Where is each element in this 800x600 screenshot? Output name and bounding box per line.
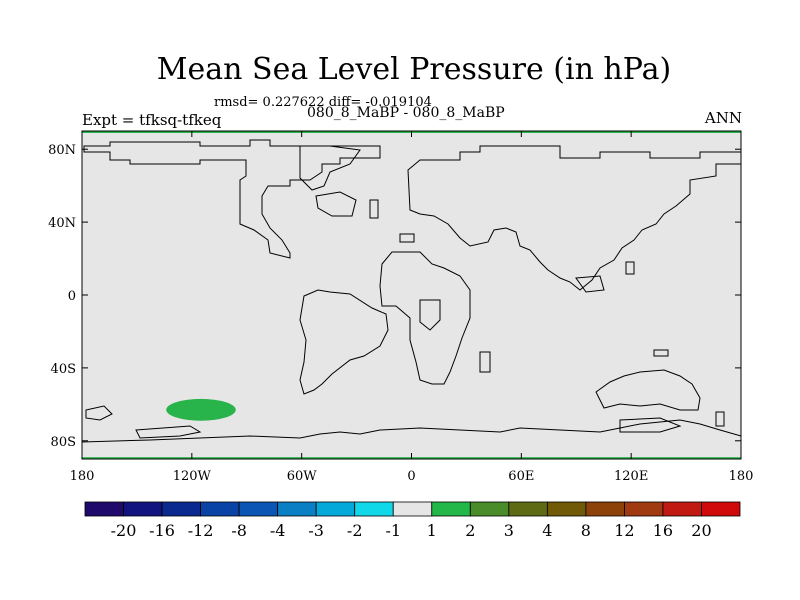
coastline-antarctica [81,419,742,443]
colorbar-swatch [123,501,163,517]
coastline-caspian [399,233,415,243]
y-tick-label: 80N [48,143,76,158]
coastline-north-sea [315,191,357,217]
x-tick-label: 120W [173,469,212,484]
coastline-eurasia [407,145,742,291]
colorbar-swatch [238,501,279,517]
coastline-sub-antarctic-island [85,405,113,421]
x-tick-label: 60E [508,469,534,484]
axis-layer: 180 120W 60W 0 60E 120E 180 80N 40N 0 40S 80S [48,131,753,484]
colorbar-swatch [701,501,741,517]
coastlines [81,139,742,443]
colorbar-swatch [392,501,433,517]
colorbar-swatch [277,501,317,517]
south-pacific-positive-anomaly [166,398,236,421]
x-tick-label: 180 [729,469,754,484]
season-label: ANN [704,109,742,127]
coastline-madagascar [479,351,491,373]
chart-title: Mean Sea Level Pressure (in hPa) [156,52,672,87]
y-tick-label: 80S [51,435,76,450]
coastline-se-asia [575,275,605,293]
colorbar-label: -4 [270,521,286,540]
colorbar: -20 -16 -12 -8 -4 -3 -2 -1 1 2 3 4 8 12 16 20 [84,501,741,540]
y-tick-label: 0 [68,289,76,304]
coastline-arabia [419,299,441,331]
colorbar-swatch [431,501,471,517]
colorbar-label: 16 [653,521,673,540]
colorbar-swatch [585,501,625,517]
colorbar-swatch [200,501,240,517]
colorbar-swatch [315,501,356,517]
colorbar-swatch [354,501,394,517]
colorbar-swatch [469,501,510,517]
colorbar-label: 1 [427,521,437,540]
y-tick-label: 40N [48,216,76,231]
colorbar-label: -20 [111,521,137,540]
colorbar-swatch [508,501,548,517]
coastline-new-zealand [653,349,669,357]
colorbar-swatch [161,501,201,517]
colorbar-swatch [84,501,124,517]
coastline-africa [379,251,471,385]
colorbar-label: 3 [504,521,514,540]
colorbar-label: 20 [691,521,711,540]
coastline-antarctic-shelf-east [619,417,682,433]
colorbar-label: 12 [614,521,634,540]
colorbar-swatch [546,501,587,517]
y-tick-label: 40S [51,362,76,377]
colorbar-swatch [624,501,664,517]
x-tick-label: 60W [287,469,318,484]
colorbar-label: 2 [465,521,475,540]
run-comparison-label: 080_8_MaBP - 080_8_MaBP [307,105,505,121]
colorbar-label: -3 [308,521,324,540]
colorbar-label: -8 [231,521,247,540]
x-tick-label: 120E [614,469,648,484]
x-tick-label: 180 [70,469,95,484]
colorbar-label: 4 [542,521,552,540]
colorbar-label: -16 [149,521,175,540]
coastline-australia [595,369,701,411]
coastline-greenland [299,145,361,191]
rmsd-diff-stats: rmsd= 0.227622 diff= -0.019104 [214,95,432,110]
coastline-antarctic-shelf-west [135,425,202,439]
x-tick-label: 0 [407,469,415,484]
coastline-south-america [299,289,389,395]
coastline-inner-sea [369,199,379,219]
colorbar-label: -2 [347,521,363,540]
coastline-japan [625,261,635,275]
coastline-island-east [715,411,725,427]
colorbar-swatch [662,501,702,517]
colorbar-label: -1 [385,521,401,540]
colorbar-label: -12 [188,521,214,540]
experiment-label: Expt = tfksq-tfkeq [82,111,222,129]
colorbar-label: 8 [581,521,591,540]
coastline-north-america [83,139,381,259]
